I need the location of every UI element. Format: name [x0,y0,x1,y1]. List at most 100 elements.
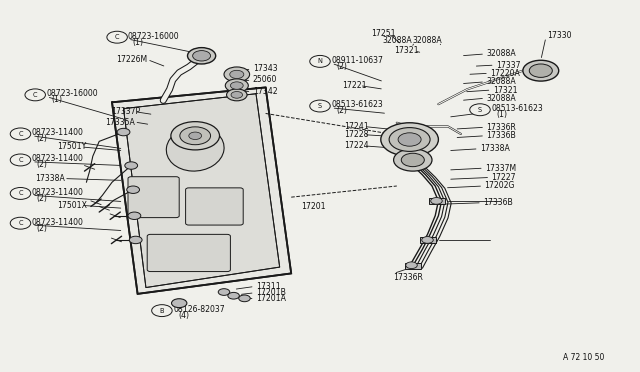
Text: 25060: 25060 [253,76,277,84]
Text: 17330: 17330 [547,31,572,40]
Text: (1): (1) [496,110,507,119]
Circle shape [10,154,31,166]
Text: (2): (2) [336,62,347,71]
Text: 08911-10637: 08911-10637 [332,56,383,65]
Polygon shape [112,87,291,294]
Text: S: S [478,107,482,113]
Text: 17251: 17251 [371,29,396,38]
Text: N: N [317,58,323,64]
Text: 17338A: 17338A [480,144,509,153]
Circle shape [230,82,243,89]
Circle shape [125,162,138,169]
Text: (2): (2) [36,224,47,232]
Text: 17338A: 17338A [35,174,65,183]
Text: 17227: 17227 [492,173,516,182]
Circle shape [310,100,330,112]
Text: S: S [318,103,322,109]
Text: 08513-61623: 08513-61623 [332,100,383,109]
Circle shape [152,305,172,317]
Circle shape [225,79,248,92]
Text: C: C [33,92,38,98]
Circle shape [10,217,31,229]
Circle shape [529,64,552,77]
Circle shape [422,237,433,243]
Text: 17228: 17228 [344,130,369,139]
Text: 17343: 17343 [253,64,277,73]
Text: (1): (1) [51,95,62,104]
Text: 17336R: 17336R [486,123,516,132]
Text: 17201A: 17201A [256,294,286,303]
Circle shape [10,128,31,140]
Text: (1): (1) [132,38,143,46]
Text: C: C [115,34,120,40]
Circle shape [193,51,211,61]
Text: 17226M: 17226M [116,55,148,64]
Circle shape [401,153,424,167]
Text: 08723-11400: 08723-11400 [32,188,84,197]
Text: C: C [18,131,23,137]
Text: 17336B: 17336B [483,198,513,207]
Text: 08723-16000: 08723-16000 [128,32,180,41]
Bar [405,263,421,269]
Text: C: C [18,190,23,196]
Text: 17241: 17241 [344,122,369,131]
Circle shape [431,198,442,204]
Circle shape [107,31,127,43]
Circle shape [218,289,230,295]
Text: 08723-11400: 08723-11400 [32,128,84,137]
Text: 32088A: 32088A [486,94,516,103]
Text: 32088A: 32088A [413,36,442,45]
Circle shape [189,132,202,140]
Text: 17336R: 17336R [394,273,424,282]
Circle shape [180,127,211,145]
Text: 08513-61623: 08513-61623 [492,104,543,113]
Circle shape [172,299,187,308]
Circle shape [10,187,31,199]
Circle shape [398,133,421,146]
Text: 17321: 17321 [394,46,419,55]
Bar [429,198,445,204]
Text: (2): (2) [36,134,47,143]
Circle shape [230,70,244,78]
Circle shape [381,123,438,156]
Circle shape [227,89,247,101]
Circle shape [310,55,330,67]
Circle shape [239,295,250,302]
Text: 17337P: 17337P [111,107,140,116]
Text: C: C [18,157,23,163]
Text: 32088A: 32088A [383,36,412,45]
Text: A 72 10 50: A 72 10 50 [563,353,605,362]
Ellipse shape [166,126,224,171]
Text: 17201: 17201 [301,202,326,211]
Text: (4): (4) [178,311,189,320]
Circle shape [228,292,239,299]
Circle shape [394,149,432,171]
Text: 08723-11400: 08723-11400 [32,154,84,163]
Circle shape [231,92,243,98]
Text: C: C [18,220,23,226]
Text: 17224: 17224 [344,141,369,150]
Circle shape [171,122,220,150]
Text: 17201B: 17201B [256,288,286,297]
Circle shape [523,60,559,81]
Bar [420,237,436,243]
FancyBboxPatch shape [128,177,179,218]
Circle shape [470,104,490,116]
Text: 17342: 17342 [253,87,277,96]
Text: 17337M: 17337M [485,164,516,173]
Circle shape [128,212,141,219]
Text: 17336B: 17336B [486,131,516,140]
Text: 17501X: 17501X [58,201,88,210]
Text: 17335A: 17335A [106,118,135,126]
Text: 17220A: 17220A [490,69,520,78]
Circle shape [389,128,430,151]
Text: 32088A: 32088A [486,49,516,58]
Text: 17501Y: 17501Y [58,142,87,151]
FancyBboxPatch shape [147,234,230,272]
Text: 17221: 17221 [342,81,367,90]
Text: 32088A: 32088A [486,77,516,86]
Polygon shape [124,94,280,288]
Circle shape [129,236,142,244]
Text: 08723-11400: 08723-11400 [32,218,84,227]
Text: 17337: 17337 [496,61,520,70]
